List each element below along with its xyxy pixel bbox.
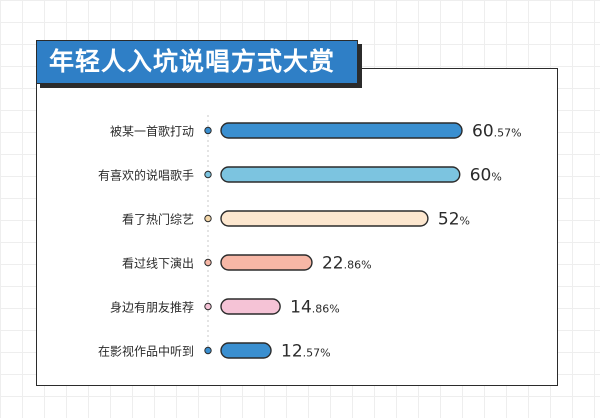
bar [220, 298, 281, 315]
value-label: 60.57% [472, 122, 522, 142]
category-label: 看过线下演出 [122, 256, 194, 271]
bar [220, 166, 461, 183]
bar [220, 122, 463, 139]
category-dot [204, 214, 212, 223]
category-dot [204, 258, 212, 267]
value-label: 12.57% [281, 342, 331, 362]
bar [220, 210, 429, 227]
bar [220, 342, 272, 359]
category-label: 看了热门综艺 [122, 212, 194, 227]
chart-card [36, 68, 558, 386]
category-dot [204, 346, 212, 355]
category-label: 被某一首歌打动 [110, 124, 194, 139]
category-label: 有喜欢的说唱歌手 [98, 168, 194, 183]
value-label: 14.86% [290, 298, 340, 318]
chart-title: 年轻人入坑说唱方式大赏 [36, 40, 358, 84]
category-dot [204, 170, 212, 179]
category-label: 在影视作品中听到 [98, 344, 194, 359]
value-label: 60% [470, 166, 502, 186]
bar [220, 254, 313, 271]
category-dot [204, 126, 212, 135]
value-label: 22.86% [322, 254, 372, 274]
category-dot [204, 302, 212, 311]
value-label: 52% [438, 210, 470, 230]
category-label: 身边有朋友推荐 [110, 300, 194, 315]
